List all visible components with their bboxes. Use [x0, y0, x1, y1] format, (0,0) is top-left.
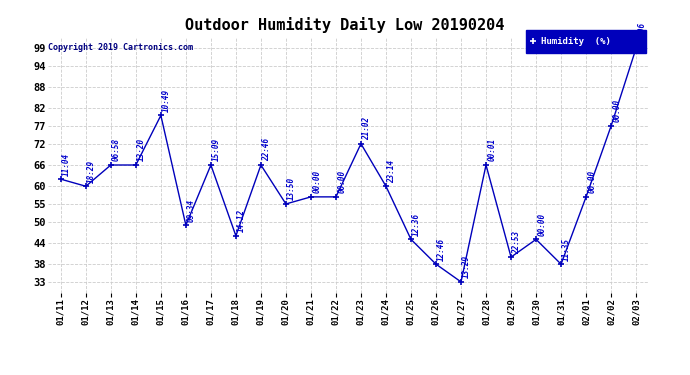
Text: 11:04: 11:04: [62, 153, 71, 176]
Text: 00:06: 00:06: [638, 21, 647, 45]
Text: 10:49: 10:49: [162, 89, 171, 112]
Text: 21:02: 21:02: [362, 117, 371, 140]
Text: 15:09: 15:09: [212, 138, 221, 162]
Text: 09:34: 09:34: [187, 198, 196, 222]
Text: 00:00: 00:00: [587, 170, 596, 194]
FancyBboxPatch shape: [526, 30, 646, 53]
Text: 22:46: 22:46: [262, 138, 271, 162]
Text: 13:50: 13:50: [287, 177, 296, 200]
Text: 13:20: 13:20: [137, 138, 146, 162]
Text: 12:46: 12:46: [437, 237, 446, 261]
Text: 00:00: 00:00: [312, 170, 321, 194]
Text: 11:35: 11:35: [562, 237, 571, 261]
Text: Outdoor Humidity Daily Low 20190204: Outdoor Humidity Daily Low 20190204: [186, 17, 504, 33]
Text: 23:14: 23:14: [387, 160, 396, 183]
Text: Copyright 2019 Cartronics.com: Copyright 2019 Cartronics.com: [48, 43, 193, 52]
Text: 00:00: 00:00: [612, 99, 621, 123]
Text: 14:12: 14:12: [237, 209, 246, 232]
Text: 00:00: 00:00: [337, 170, 346, 194]
Text: 22:53: 22:53: [512, 230, 521, 254]
Text: 13:29: 13:29: [462, 255, 471, 278]
Text: 06:58: 06:58: [112, 138, 121, 162]
Text: 18:29: 18:29: [87, 160, 96, 183]
Text: 00:00: 00:00: [538, 213, 546, 236]
Text: Humidity  (%): Humidity (%): [540, 37, 611, 46]
Text: 12:36: 12:36: [412, 213, 421, 236]
Text: 00:01: 00:01: [487, 138, 496, 162]
